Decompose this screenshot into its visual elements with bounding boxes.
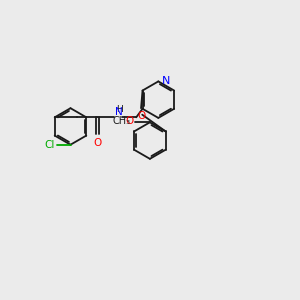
Text: O: O (93, 138, 101, 148)
Text: H: H (116, 105, 122, 114)
Text: O: O (137, 111, 145, 121)
Text: CH₃: CH₃ (112, 116, 130, 126)
Text: O: O (125, 116, 134, 126)
Text: N: N (115, 107, 123, 117)
Text: N: N (162, 76, 170, 86)
Text: Cl: Cl (44, 140, 54, 150)
